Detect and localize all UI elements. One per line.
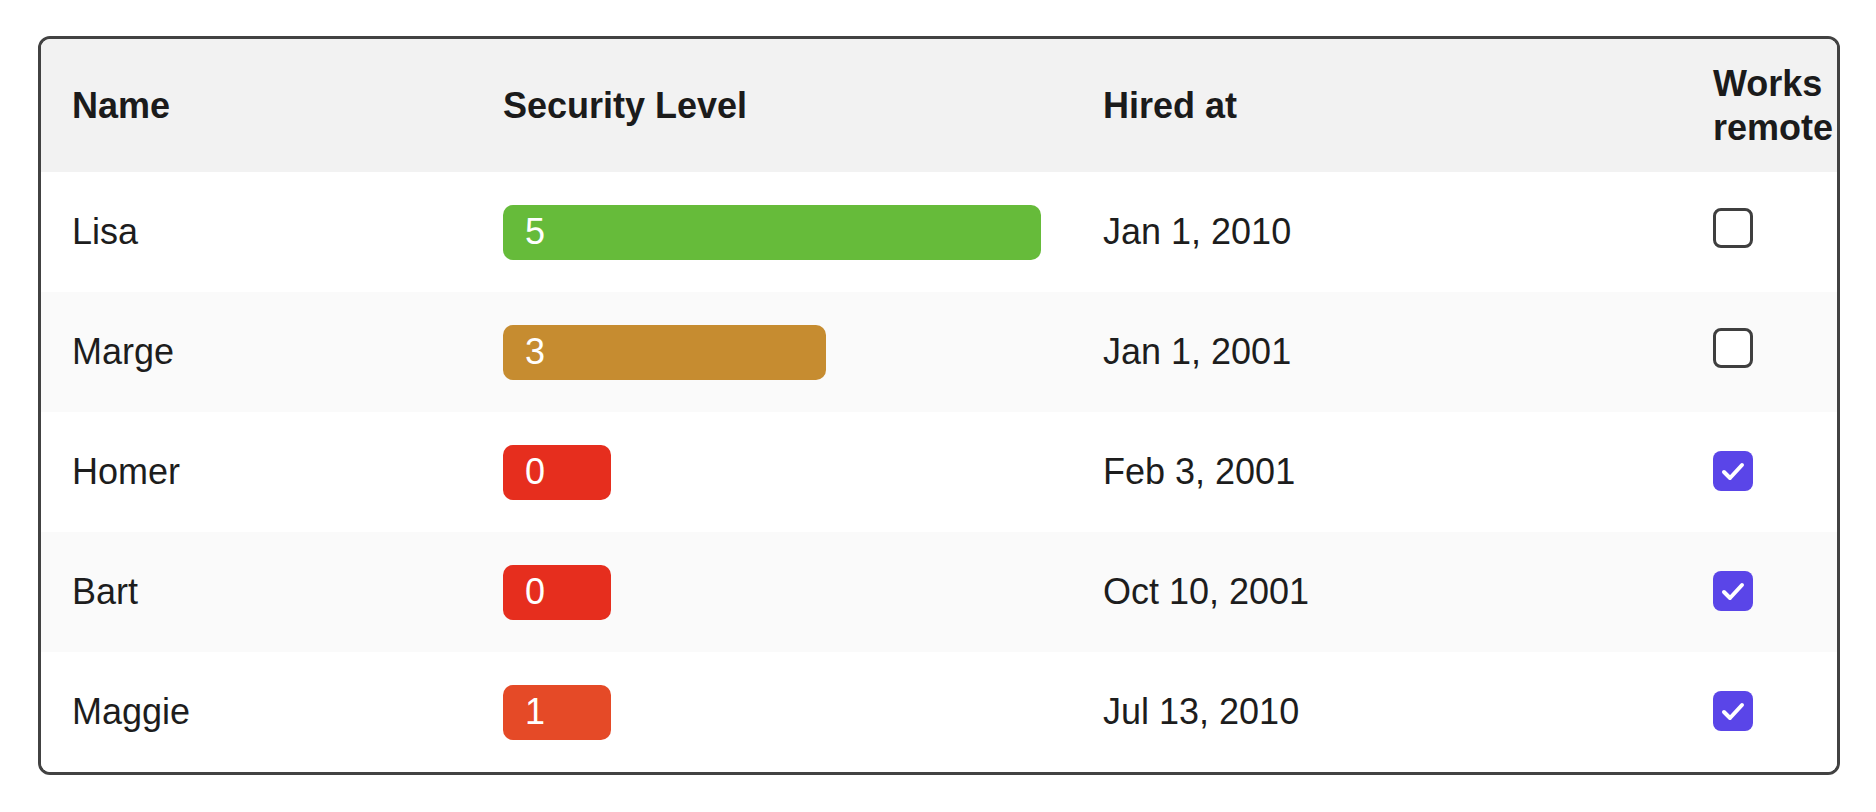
security-level-cell: 0: [503, 445, 1041, 500]
hired-at-date: Jan 1, 2001: [1103, 331, 1713, 373]
security-level-cell: 3: [503, 325, 1041, 380]
security-level-bar: 3: [503, 325, 826, 380]
table-row: Maggie 1 Jul 13, 2010: [41, 652, 1837, 772]
works-remote-cell: [1713, 571, 1821, 614]
page-root: Name Security Level Hired at Works remot…: [0, 0, 1876, 812]
works-remote-checkbox[interactable]: [1713, 328, 1753, 368]
table-header-row: Name Security Level Hired at Works remot…: [41, 39, 1837, 172]
employee-name: Lisa: [72, 211, 503, 253]
table-row: Bart 0 Oct 10, 2001: [41, 532, 1837, 652]
security-level-value: 1: [525, 691, 545, 733]
hired-at-date: Feb 3, 2001: [1103, 451, 1713, 493]
column-header-hired-at: Hired at: [1103, 84, 1713, 128]
security-level-value: 5: [525, 211, 545, 253]
hired-at-date: Jul 13, 2010: [1103, 691, 1713, 733]
employee-name: Homer: [72, 451, 503, 493]
security-level-value: 0: [525, 451, 545, 493]
checkmark-icon: [1719, 697, 1747, 725]
works-remote-checkbox[interactable]: [1713, 208, 1753, 248]
column-header-name: Name: [72, 84, 503, 128]
table-row: Lisa 5 Jan 1, 2010: [41, 172, 1837, 292]
table-body: Lisa 5 Jan 1, 2010 Marge 3 Jan 1, 2001: [41, 172, 1837, 772]
hired-at-date: Oct 10, 2001: [1103, 571, 1713, 613]
works-remote-checkbox[interactable]: [1713, 691, 1753, 731]
security-level-bar: 0: [503, 445, 611, 500]
security-level-value: 3: [525, 331, 545, 373]
security-level-bar: 0: [503, 565, 611, 620]
hired-at-date: Jan 1, 2010: [1103, 211, 1713, 253]
table-row: Marge 3 Jan 1, 2001: [41, 292, 1837, 412]
checkmark-icon: [1719, 577, 1747, 605]
employees-table: Name Security Level Hired at Works remot…: [38, 36, 1840, 775]
works-remote-cell: [1713, 451, 1821, 494]
table-row: Homer 0 Feb 3, 2001: [41, 412, 1837, 532]
security-level-bar: 5: [503, 205, 1041, 260]
column-header-works-remote: Works remote: [1713, 62, 1833, 150]
checkmark-icon: [1719, 457, 1747, 485]
security-level-bar: 1: [503, 685, 611, 740]
works-remote-cell: [1713, 691, 1821, 734]
security-level-cell: 0: [503, 565, 1041, 620]
security-level-value: 0: [525, 571, 545, 613]
security-level-cell: 5: [503, 205, 1041, 260]
column-header-security-level: Security Level: [503, 84, 1103, 128]
employee-name: Bart: [72, 571, 503, 613]
works-remote-checkbox[interactable]: [1713, 571, 1753, 611]
works-remote-checkbox[interactable]: [1713, 451, 1753, 491]
works-remote-cell: [1713, 328, 1821, 377]
employee-name: Marge: [72, 331, 503, 373]
security-level-cell: 1: [503, 685, 1041, 740]
works-remote-cell: [1713, 208, 1821, 257]
employee-name: Maggie: [72, 691, 503, 733]
